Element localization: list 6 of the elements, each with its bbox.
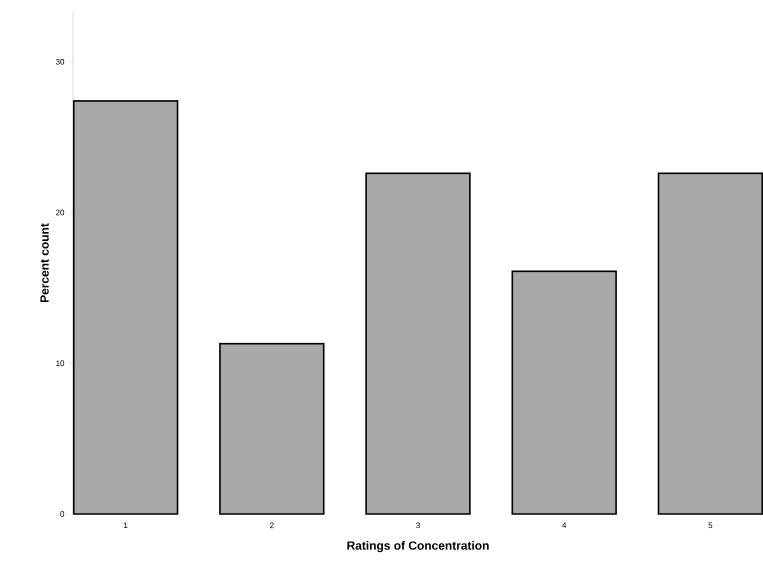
- bar: [511, 270, 617, 515]
- bar: [365, 172, 471, 515]
- y-axis-title: Percent count: [40, 223, 49, 302]
- bar: [658, 172, 763, 515]
- x-axis-title: Ratings of Concentration: [347, 541, 489, 552]
- bar: [219, 342, 325, 515]
